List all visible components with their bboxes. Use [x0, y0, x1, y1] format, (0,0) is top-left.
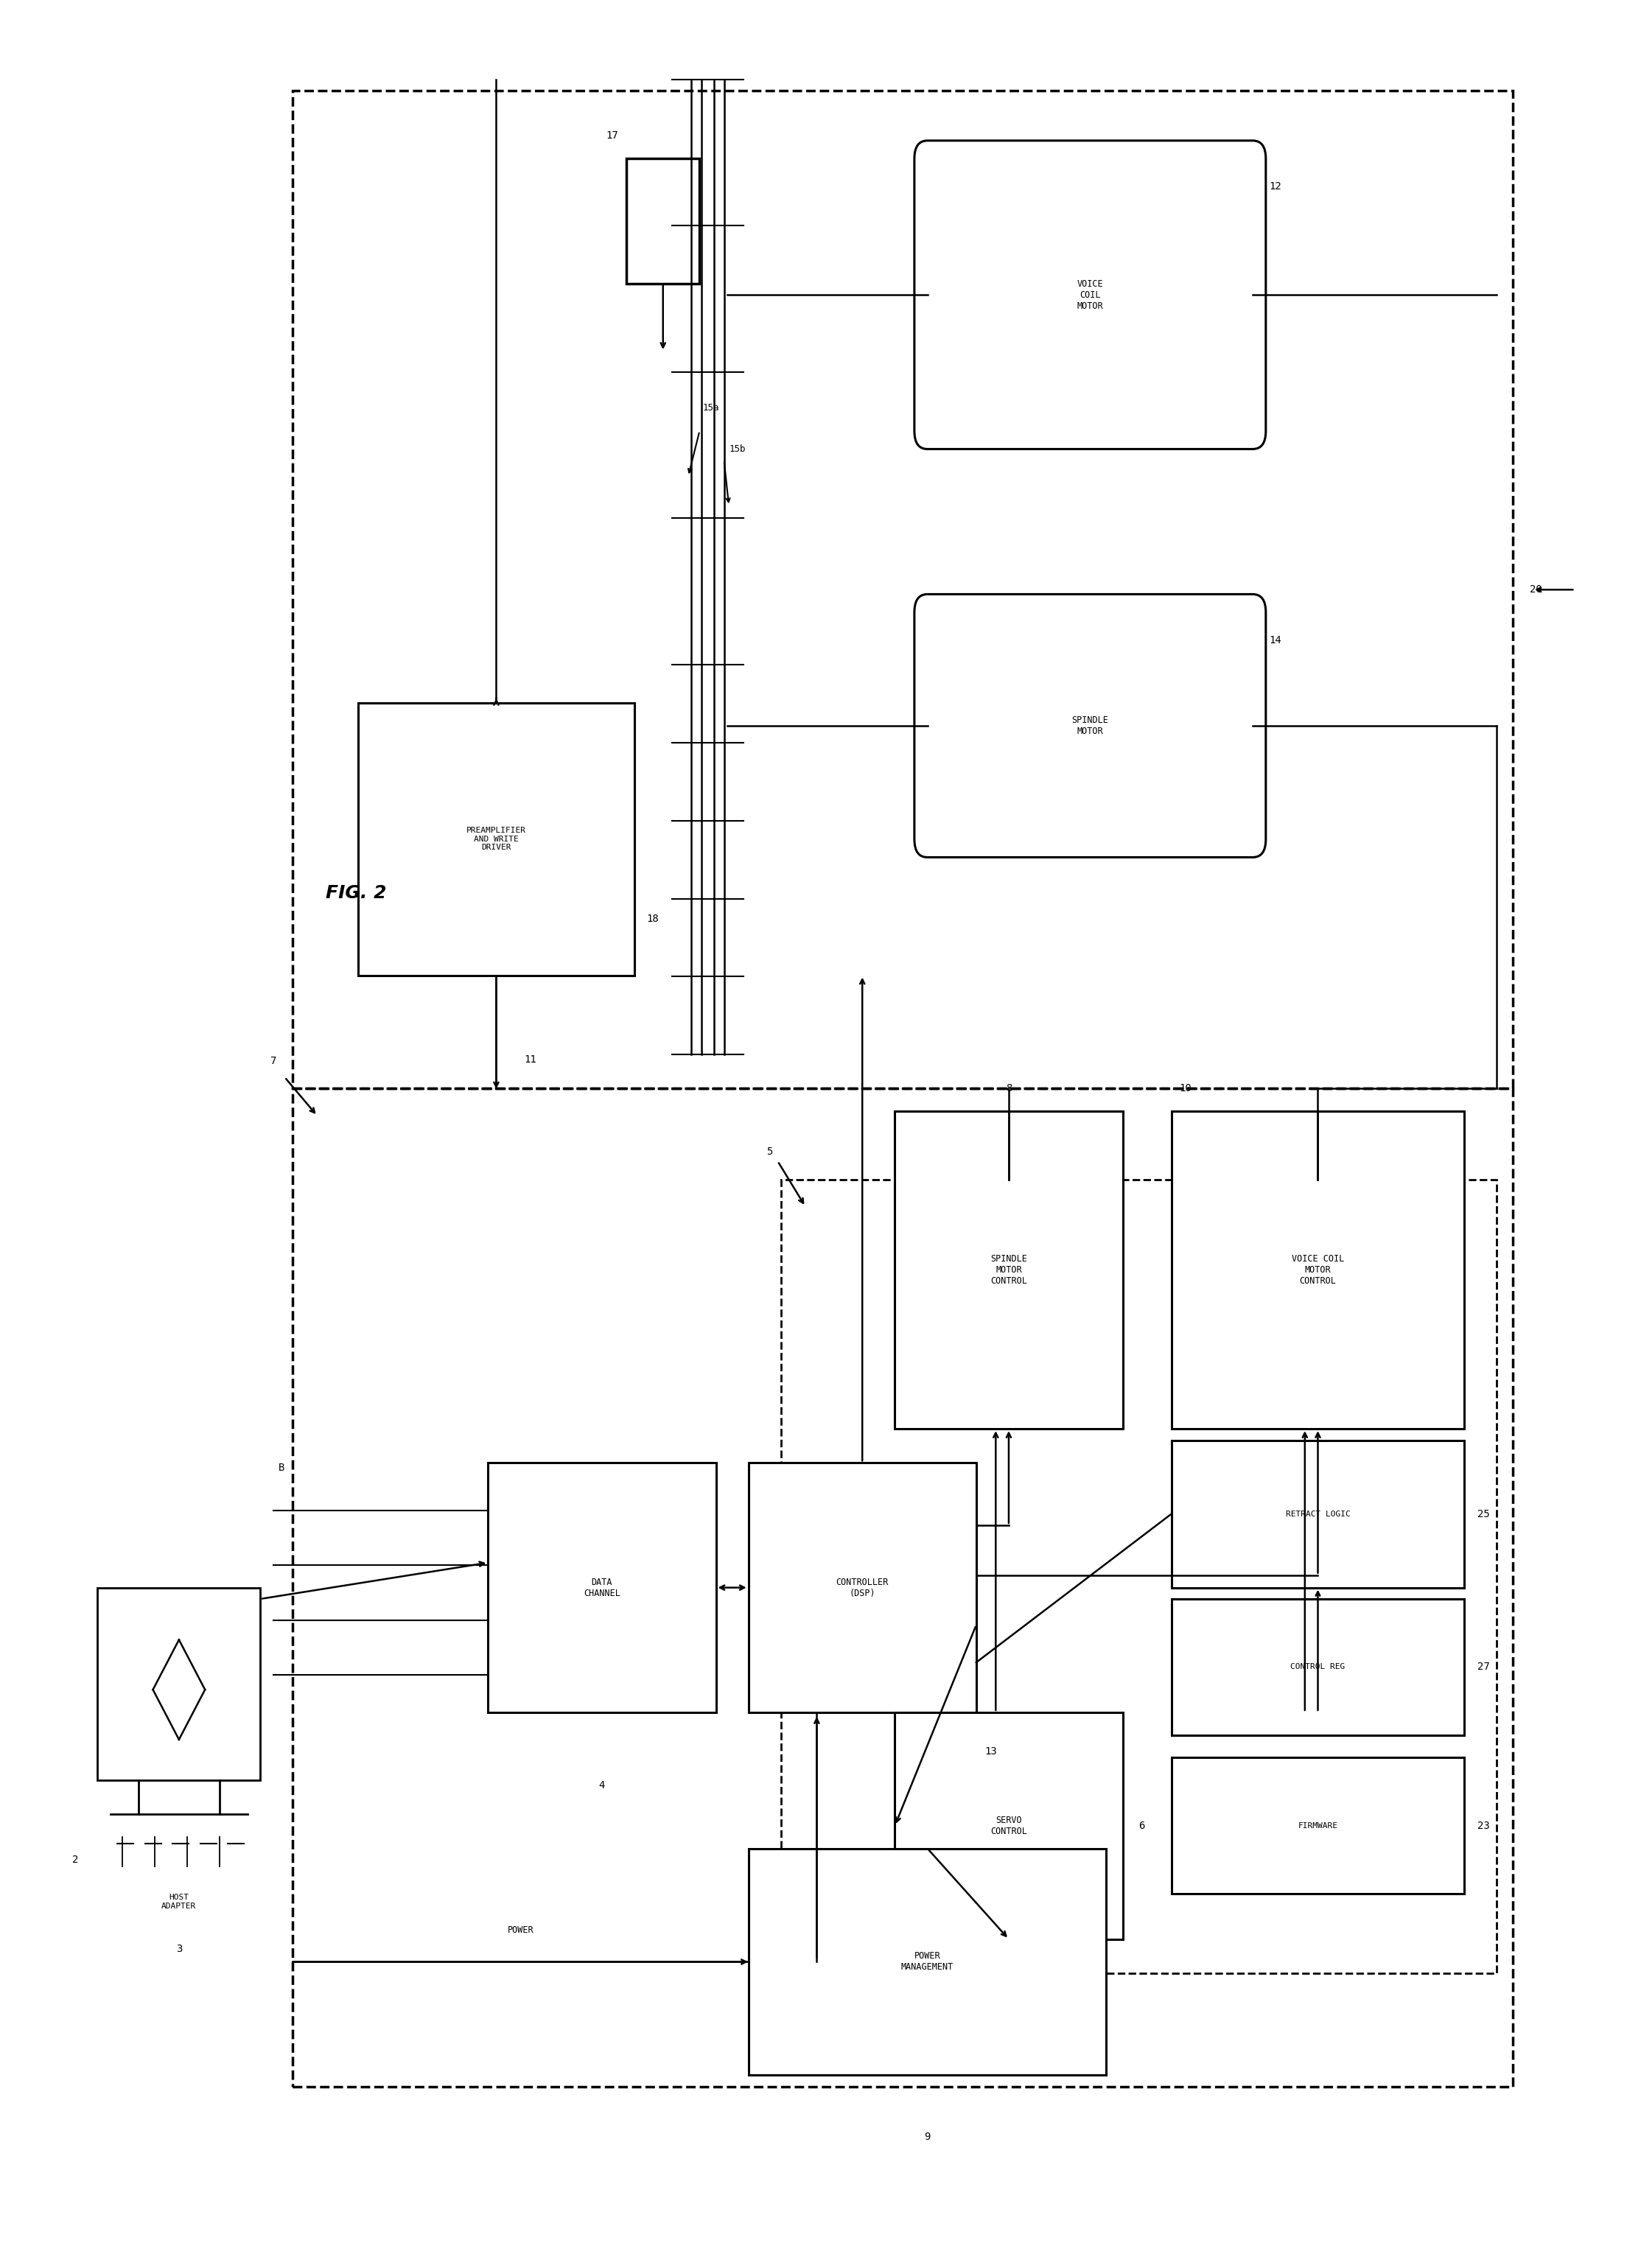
Text: VOICE COIL
MOTOR
CONTROL: VOICE COIL MOTOR CONTROL: [1292, 1254, 1344, 1286]
Bar: [358, 703, 635, 975]
Text: 23: 23: [1477, 1821, 1490, 1830]
Bar: [626, 159, 700, 284]
Text: FIG. 2: FIG. 2: [325, 885, 386, 903]
Text: SPINDLE
MOTOR: SPINDLE MOTOR: [1072, 714, 1108, 737]
Bar: [1171, 1599, 1464, 1735]
Text: RETRACT LOGIC: RETRACT LOGIC: [1285, 1510, 1350, 1517]
Text: CONTROL REG: CONTROL REG: [1290, 1662, 1346, 1672]
Bar: [1171, 1758, 1464, 1894]
Bar: [895, 1712, 1123, 1939]
Text: 6: 6: [1139, 1821, 1145, 1830]
Text: 27: 27: [1477, 1662, 1490, 1672]
Bar: [781, 1179, 1497, 1973]
Text: 4: 4: [599, 1780, 605, 1792]
Text: 2: 2: [72, 1855, 78, 1864]
Text: 25: 25: [1477, 1508, 1490, 1520]
Text: CONTROLLER
(DSP): CONTROLLER (DSP): [836, 1576, 888, 1599]
FancyBboxPatch shape: [914, 141, 1266, 449]
Text: POWER: POWER: [508, 1926, 534, 1935]
Text: PREAMPLIFIER
AND WRITE
DRIVER: PREAMPLIFIER AND WRITE DRIVER: [467, 828, 526, 850]
Text: 20: 20: [1529, 585, 1542, 594]
Bar: [293, 1089, 1513, 2087]
Text: B: B: [278, 1463, 285, 1472]
Text: 14: 14: [1269, 635, 1282, 646]
Bar: [1171, 1440, 1464, 1588]
Bar: [98, 1588, 260, 1780]
Text: VOICE
COIL
MOTOR: VOICE COIL MOTOR: [1077, 279, 1103, 311]
Bar: [293, 91, 1513, 1089]
Text: 3: 3: [176, 1944, 182, 1955]
Bar: [748, 1463, 976, 1712]
Text: SPINDLE
MOTOR
CONTROL: SPINDLE MOTOR CONTROL: [991, 1254, 1027, 1286]
Text: DATA
CHANNEL: DATA CHANNEL: [584, 1576, 620, 1599]
Text: 8: 8: [1005, 1082, 1012, 1093]
Text: 13: 13: [984, 1746, 997, 1758]
Text: 7: 7: [270, 1055, 277, 1066]
Bar: [748, 1848, 1106, 2075]
Bar: [895, 1111, 1123, 1429]
Text: 11: 11: [524, 1055, 537, 1066]
Text: 5: 5: [766, 1145, 773, 1157]
FancyBboxPatch shape: [914, 594, 1266, 857]
Text: HOST
ADAPTER: HOST ADAPTER: [161, 1894, 197, 1910]
Text: 18: 18: [646, 914, 659, 923]
Text: 12: 12: [1269, 181, 1282, 193]
Text: SERVO
CONTROL: SERVO CONTROL: [991, 1814, 1027, 1837]
Text: 10: 10: [1180, 1082, 1193, 1093]
Text: FIRMWARE: FIRMWARE: [1298, 1821, 1337, 1830]
Bar: [1171, 1111, 1464, 1429]
Text: 15b: 15b: [729, 445, 745, 454]
Bar: [488, 1463, 716, 1712]
Text: 9: 9: [924, 2132, 931, 2143]
Text: 15a: 15a: [703, 404, 719, 413]
Text: 17: 17: [605, 129, 618, 141]
Text: POWER
MANAGEMENT: POWER MANAGEMENT: [901, 1950, 953, 1973]
